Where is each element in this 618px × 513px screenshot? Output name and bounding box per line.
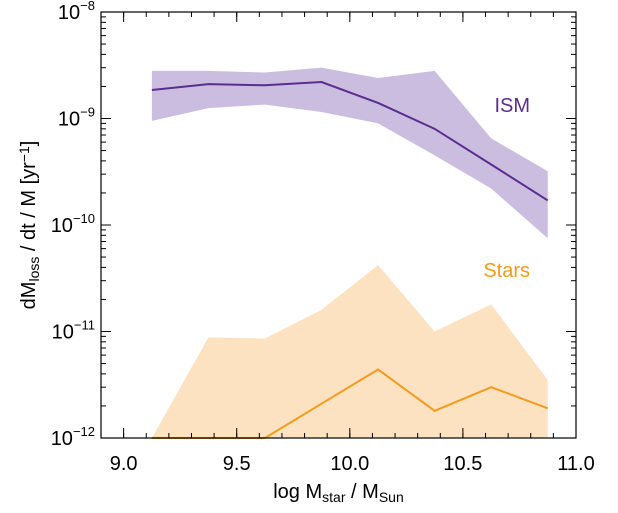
x-tick-label: 10.5 (443, 453, 482, 475)
y-axis-label-part: loss (26, 257, 42, 282)
x-axis-label-part: Sun (379, 489, 404, 505)
y-tick-exponent: −9 (80, 105, 95, 120)
series-label: Stars (483, 260, 530, 282)
y-tick-exponent: −10 (73, 211, 95, 226)
x-tick-label: 9.5 (223, 453, 251, 475)
x-axis-label-part: star (322, 489, 346, 505)
y-tick-label: 10−11 (52, 318, 95, 344)
y-axis-label-part: / dt / M [yr (18, 162, 40, 257)
x-tick-label: 10.0 (330, 453, 369, 475)
y-tick-label: 10−9 (58, 105, 95, 131)
y-tick-label: 10−12 (51, 424, 95, 450)
y-tick-base: 10 (52, 322, 74, 344)
y-tick-base: 10 (51, 428, 73, 450)
band (151, 265, 548, 438)
x-tick-label: 9.0 (110, 453, 138, 475)
y-axis-label-part: −1 (16, 146, 32, 162)
y-tick-base: 10 (51, 215, 73, 237)
y-tick-label: 10−10 (51, 211, 95, 237)
x-tick-label: 11.0 (557, 453, 594, 475)
x-axis-label: log Mstar / MSun (273, 481, 404, 505)
y-tick-exponent: −11 (74, 318, 95, 333)
y-tick-exponent: −12 (73, 424, 95, 439)
y-axis-label: dMloss / dt / M [yr−1] (16, 141, 42, 310)
y-tick-exponent: −8 (80, 0, 95, 13)
x-axis-label-part: / M (345, 481, 378, 503)
series-label: ISM (494, 95, 530, 117)
x-axis-label-part: log M (273, 481, 322, 503)
band (151, 67, 548, 239)
y-tick-label: 10−8 (58, 0, 95, 24)
y-axis-label-part: dM (18, 282, 40, 310)
line (151, 81, 549, 202)
y-axis-label-part: ] (18, 141, 40, 147)
y-tick-base: 10 (58, 109, 80, 131)
y-tick-base: 10 (58, 2, 80, 24)
